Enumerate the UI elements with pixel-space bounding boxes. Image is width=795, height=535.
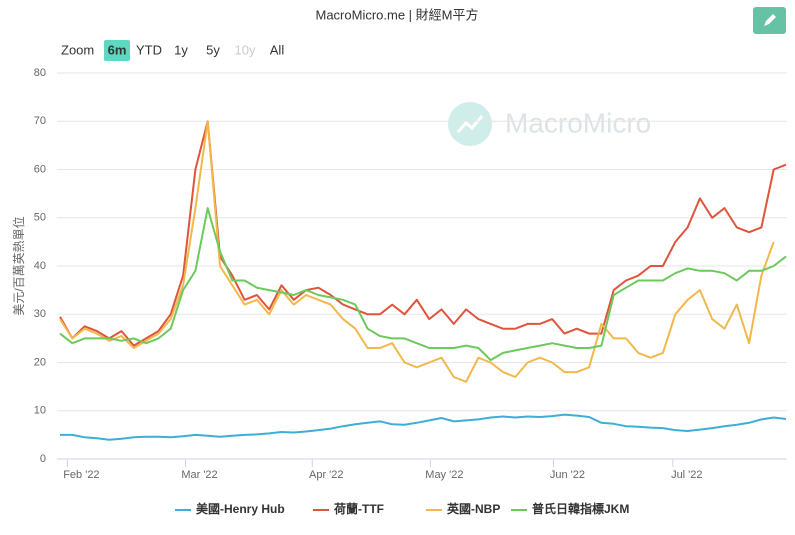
watermark: MacroMicro — [505, 107, 651, 138]
edit-icon — [764, 14, 776, 26]
legend-label[interactable]: 荷蘭-TTF — [333, 501, 384, 516]
series-line — [60, 413, 787, 441]
y-tick-label: 50 — [34, 212, 46, 224]
y-tick-label: 0 — [40, 453, 46, 465]
x-tick-label: Apr '22 — [309, 469, 344, 481]
series-line — [59, 207, 787, 362]
y-axis-label: 美元/百萬英熱單位 — [11, 216, 26, 315]
y-tick-label: 80 — [34, 67, 46, 79]
y-tick-label: 30 — [34, 308, 46, 320]
y-tick-label: 20 — [34, 356, 46, 368]
legend-label[interactable]: 普氏日韓指標JKM — [532, 501, 629, 516]
y-tick-label: 60 — [34, 163, 46, 175]
edit-button[interactable] — [753, 7, 786, 34]
range-button[interactable]: 6m — [108, 42, 127, 57]
y-tick-label: 10 — [34, 405, 46, 417]
range-button[interactable]: 1y — [174, 42, 188, 57]
page-title: MacroMicro.me | 財經M平方 — [316, 7, 479, 22]
range-button[interactable]: YTD — [136, 42, 162, 57]
x-tick-label: Mar '22 — [181, 469, 217, 481]
legend-label[interactable]: 美國-Henry Hub — [196, 501, 285, 516]
x-tick-label: May '22 — [425, 469, 463, 481]
range-button[interactable]: 5y — [206, 42, 220, 57]
watermark-icon — [456, 115, 484, 133]
series-line — [59, 120, 775, 383]
x-tick-label: Jul '22 — [671, 469, 702, 481]
x-tick-label: Feb '22 — [63, 469, 99, 481]
range-button[interactable]: All — [270, 42, 285, 57]
y-tick-label: 70 — [34, 115, 46, 127]
range-button: 10y — [235, 42, 256, 57]
watermark-logo — [448, 102, 492, 146]
range-button-bg[interactable] — [104, 40, 130, 61]
series-line — [59, 120, 787, 347]
y-tick-label: 40 — [34, 260, 46, 272]
x-tick-label: Jun '22 — [550, 469, 585, 481]
legend-label[interactable]: 英國-NBP — [447, 501, 500, 516]
zoom-label: Zoom — [61, 42, 94, 57]
